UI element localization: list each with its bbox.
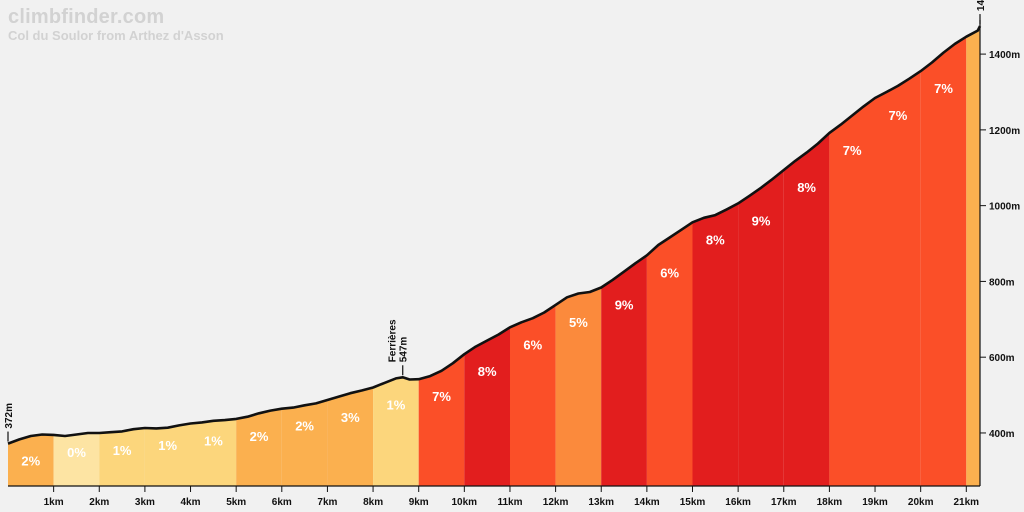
x-tick-label-10: 10km xyxy=(452,497,478,508)
x-tick-label-9: 9km xyxy=(409,497,429,508)
x-tick-label-4: 4km xyxy=(180,497,200,508)
y-tick-label-5: 1200m xyxy=(989,126,1020,137)
profile-segment-22 xyxy=(966,26,980,486)
gradient-label-17: 9% xyxy=(752,213,771,228)
gradient-label-8: 3% xyxy=(341,410,360,425)
profile-segment-20 xyxy=(875,71,921,486)
x-tick-label-7: 7km xyxy=(317,497,337,508)
x-tick-label-15: 15km xyxy=(680,497,706,508)
profile-segment-14 xyxy=(601,255,647,486)
x-tick-label-20: 20km xyxy=(908,497,934,508)
elevation-marker-label-2-2: 547m xyxy=(399,337,410,363)
elevation-marker-label-1-1: 372m xyxy=(4,403,15,429)
profile-segment-15 xyxy=(646,222,693,487)
x-tick-label-19: 19km xyxy=(862,497,888,508)
profile-segment-21 xyxy=(920,36,967,486)
gradient-label-10: 7% xyxy=(432,389,451,404)
y-tick-label-2: 600m xyxy=(989,353,1015,364)
profile-segment-19 xyxy=(829,98,875,486)
profile-line xyxy=(7,25,982,445)
profile-segment-1 xyxy=(8,434,54,486)
gradient-label-5: 1% xyxy=(204,434,223,449)
gradient-label-2: 0% xyxy=(67,445,86,460)
x-tick-label-14: 14km xyxy=(634,497,660,508)
profile-segment-18 xyxy=(783,132,830,486)
x-tick-label-18: 18km xyxy=(817,497,843,508)
gradient-label-12: 6% xyxy=(523,337,542,352)
gradient-label-9: 1% xyxy=(387,398,406,413)
profile-segment-10 xyxy=(418,354,465,486)
profile-segment-6 xyxy=(236,408,282,486)
gradient-label-3: 1% xyxy=(113,443,132,458)
gradient-label-4: 1% xyxy=(158,438,177,453)
gradient-label-21: 7% xyxy=(934,81,953,96)
x-tick-label-3: 3km xyxy=(135,497,155,508)
profile-segment-11 xyxy=(464,327,510,486)
profile-segment-17 xyxy=(738,170,784,486)
gradient-label-20: 7% xyxy=(889,108,908,123)
x-tick-label-13: 13km xyxy=(588,497,614,508)
profile-segment-5 xyxy=(190,418,237,486)
gradient-label-6: 2% xyxy=(250,429,269,444)
gradient-label-15: 6% xyxy=(660,265,679,280)
gradient-label-13: 5% xyxy=(569,315,588,330)
x-tick-label-21: 21km xyxy=(954,497,980,508)
x-tick-label-1: 1km xyxy=(44,497,64,508)
profile-segment-3 xyxy=(99,428,145,486)
gradient-label-19: 7% xyxy=(843,143,862,158)
x-tick-label-17: 17km xyxy=(771,497,797,508)
profile-segment-7 xyxy=(281,400,328,486)
brand-watermark: climbfinder.com xyxy=(8,6,165,28)
profile-segment-13 xyxy=(555,287,602,486)
gradient-label-18: 8% xyxy=(797,180,816,195)
profile-segment-16 xyxy=(692,203,739,486)
x-tick-label-2: 2km xyxy=(89,497,109,508)
profile-segment-4 xyxy=(144,423,191,486)
profile-segment-8 xyxy=(327,387,374,486)
gradient-label-14: 9% xyxy=(615,298,634,313)
x-tick-label-6: 6km xyxy=(272,497,292,508)
profile-segment-12 xyxy=(510,304,556,486)
gradient-label-7: 2% xyxy=(295,419,314,434)
elevation-marker-label-3-1: 1474m xyxy=(976,0,987,11)
x-tick-label-5: 5km xyxy=(226,497,246,508)
gradient-label-11: 8% xyxy=(478,364,497,379)
gradient-label-16: 8% xyxy=(706,232,725,247)
x-tick-label-11: 11km xyxy=(497,497,522,508)
profile-segment-2 xyxy=(53,433,100,486)
y-tick-label-1: 400m xyxy=(989,429,1015,440)
y-tick-label-4: 1000m xyxy=(989,202,1020,213)
y-tick-label-3: 800m xyxy=(989,277,1015,288)
route-subtitle: Col du Soulor from Arthez d'Asson xyxy=(8,28,224,43)
elevation-marker-label-2-1: Ferrières xyxy=(388,319,399,362)
gradient-label-1: 2% xyxy=(21,454,40,469)
profile-segment-9 xyxy=(373,377,419,486)
x-tick-label-8: 8km xyxy=(363,497,383,508)
y-tick-label-6: 1400m xyxy=(989,50,1020,61)
x-tick-label-12: 12km xyxy=(543,497,569,508)
x-tick-label-16: 16km xyxy=(725,497,751,508)
